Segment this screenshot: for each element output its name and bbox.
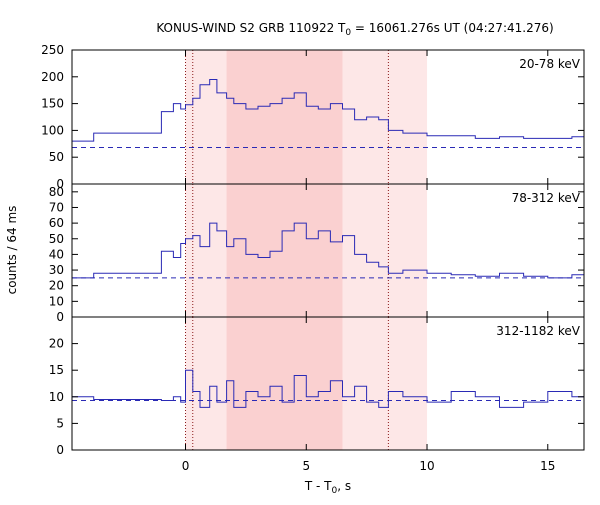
- light-curve-series: [72, 79, 585, 142]
- x-tick-label: 15: [540, 459, 555, 473]
- y-tick-label: 70: [49, 200, 64, 214]
- x-tick-label: 5: [302, 459, 310, 473]
- y-tick-label: 5: [56, 416, 64, 430]
- panel-energy-label: 78-312 keV: [512, 191, 581, 205]
- y-tick-label: 0: [56, 310, 64, 324]
- chart-title: KONUS-WIND S2 GRB 110922 T0 = 16061.276s…: [156, 21, 553, 38]
- x-axis-label: T - T0, s: [304, 479, 351, 496]
- y-tick-label: 200: [41, 70, 64, 84]
- y-tick-label: 80: [49, 185, 64, 199]
- y-tick-label: 15: [49, 363, 64, 377]
- y-tick-label: 20: [49, 279, 64, 293]
- y-tick-label: 0: [56, 177, 64, 191]
- x-tick-label: 10: [419, 459, 434, 473]
- panel-frame: [71, 316, 585, 451]
- y-tick-label: 40: [49, 247, 64, 261]
- y-tick-label: 10: [49, 390, 64, 404]
- light-curve-series: [72, 222, 585, 279]
- y-tick-label: 20: [49, 337, 64, 351]
- y-tick-label: 0: [56, 443, 64, 457]
- y-tick-label: 50: [49, 232, 64, 246]
- y-tick-label: 100: [41, 123, 64, 137]
- panel-3: 0 5 10 15 20 312-1182 keV: [49, 316, 585, 457]
- y-axis-label: counts / 64 ms: [5, 206, 19, 295]
- panel-energy-label: 312-1182 keV: [496, 324, 580, 338]
- y-tick-label: 60: [49, 216, 64, 230]
- panel-1: 0 50 100 150 200 250 20-78 keV: [41, 43, 585, 191]
- light-curve-series: [72, 369, 585, 408]
- y-tick-label: 50: [49, 150, 64, 164]
- panel-energy-label: 20-78 keV: [519, 57, 581, 71]
- y-tick-label: 150: [41, 97, 64, 111]
- y-tick-label: 30: [49, 263, 64, 277]
- shaded-interval: [226, 317, 343, 450]
- shaded-interval: [226, 50, 343, 184]
- y-tick-label: 10: [49, 294, 64, 308]
- shaded-interval: [226, 184, 343, 317]
- y-tick-label: 250: [41, 43, 64, 57]
- x-tick-label: 0: [182, 459, 190, 473]
